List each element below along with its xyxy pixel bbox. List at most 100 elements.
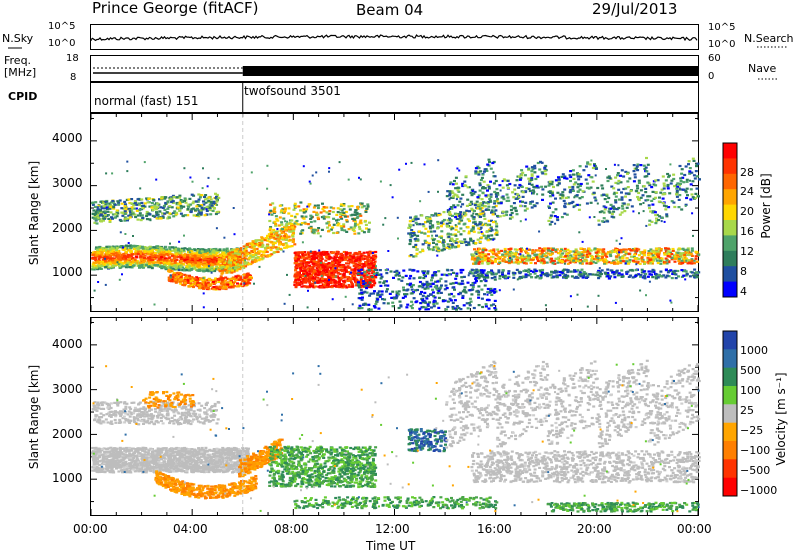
power-echo [212, 248, 216, 251]
power-echo [111, 199, 115, 203]
power-echo [100, 206, 104, 209]
power-echo [98, 248, 102, 251]
power-echo [237, 261, 241, 265]
power-echo [198, 277, 202, 281]
power-echo [234, 249, 238, 252]
velocity-cbar-tick-500: 500 [740, 364, 761, 377]
power-echo [440, 230, 444, 233]
power-echo [363, 276, 367, 279]
power-echo [171, 200, 175, 203]
power-echo [463, 286, 467, 289]
power-echo [283, 246, 287, 249]
power-echo [436, 220, 440, 224]
power-echo [173, 259, 177, 262]
power-echo [99, 220, 102, 223]
power-echo [304, 222, 308, 225]
power-echo [125, 266, 128, 269]
power-echo [421, 243, 425, 246]
power-echo [224, 276, 228, 279]
power-echo [571, 200, 575, 203]
power-echo [376, 292, 380, 295]
power-echo [235, 260, 239, 264]
power-echo [194, 200, 198, 203]
power-echo [195, 278, 199, 281]
power-echo [271, 202, 275, 205]
power-echo [189, 282, 192, 285]
power-echo [117, 201, 121, 204]
power-echo [160, 265, 164, 268]
power-echo [242, 280, 246, 283]
power-echo [204, 282, 208, 285]
power-echo [238, 250, 242, 254]
power-echo [91, 202, 95, 205]
power-echo [340, 269, 344, 273]
power-cbar-tick-24: 24 [740, 185, 754, 198]
power-echo [129, 202, 133, 205]
power-echo [202, 203, 206, 206]
power-echo [277, 224, 281, 227]
power-echo [343, 215, 347, 218]
power-echo [255, 247, 259, 251]
power-echo [357, 307, 361, 310]
power-echo [253, 248, 257, 251]
power-echo [477, 285, 481, 288]
power-echo [409, 274, 413, 278]
power-echo [646, 181, 650, 184]
power-echo [464, 240, 468, 243]
power-echo [127, 198, 131, 201]
power-echo [179, 259, 183, 262]
power-echo [429, 230, 433, 233]
power-echo [447, 293, 451, 296]
power-echo [213, 280, 217, 283]
power-echo [351, 277, 355, 280]
power-echo [123, 203, 127, 206]
power-echo [286, 229, 290, 232]
power-echo [191, 279, 195, 282]
power-echo [600, 184, 604, 187]
power-echo [206, 265, 209, 268]
power-echo [203, 258, 207, 261]
power-echo [129, 213, 133, 216]
power-echo [129, 260, 133, 263]
power-echo [160, 256, 164, 259]
power-echo [358, 272, 362, 275]
power-echo [212, 259, 216, 262]
power-echo [469, 270, 473, 273]
power-echo [110, 257, 114, 260]
power-echo [271, 242, 275, 245]
power-echo [232, 250, 236, 253]
power-echo [414, 255, 418, 258]
power-echo [541, 193, 545, 196]
power-echo [188, 274, 192, 277]
power-echo [436, 292, 440, 295]
power-echo [105, 202, 109, 205]
power-echo [680, 172, 684, 175]
power-echo [288, 238, 292, 241]
power-echo [182, 256, 186, 259]
power-echo [205, 209, 209, 212]
power-echo [106, 250, 110, 253]
power-echo [280, 223, 284, 226]
power-echo [141, 207, 145, 210]
power-echo [260, 236, 264, 239]
power-echo [158, 263, 162, 267]
power-echo [95, 266, 99, 269]
power-echo [189, 250, 193, 253]
power-echo [374, 303, 378, 306]
power-echo [272, 234, 276, 237]
power-echo [237, 266, 241, 269]
power-echo [272, 236, 276, 239]
power-echo [195, 205, 199, 208]
power-echo [400, 279, 404, 282]
power-echo [118, 260, 122, 263]
power-echo [413, 234, 417, 237]
power-echo [416, 239, 420, 242]
power-echo [246, 243, 249, 247]
power-echo [185, 265, 189, 268]
power-echo [458, 200, 462, 203]
power-echo [319, 211, 323, 214]
power-echo [171, 275, 175, 279]
power-echo [109, 255, 112, 258]
power-echo [211, 261, 215, 264]
power-echo [205, 252, 209, 255]
